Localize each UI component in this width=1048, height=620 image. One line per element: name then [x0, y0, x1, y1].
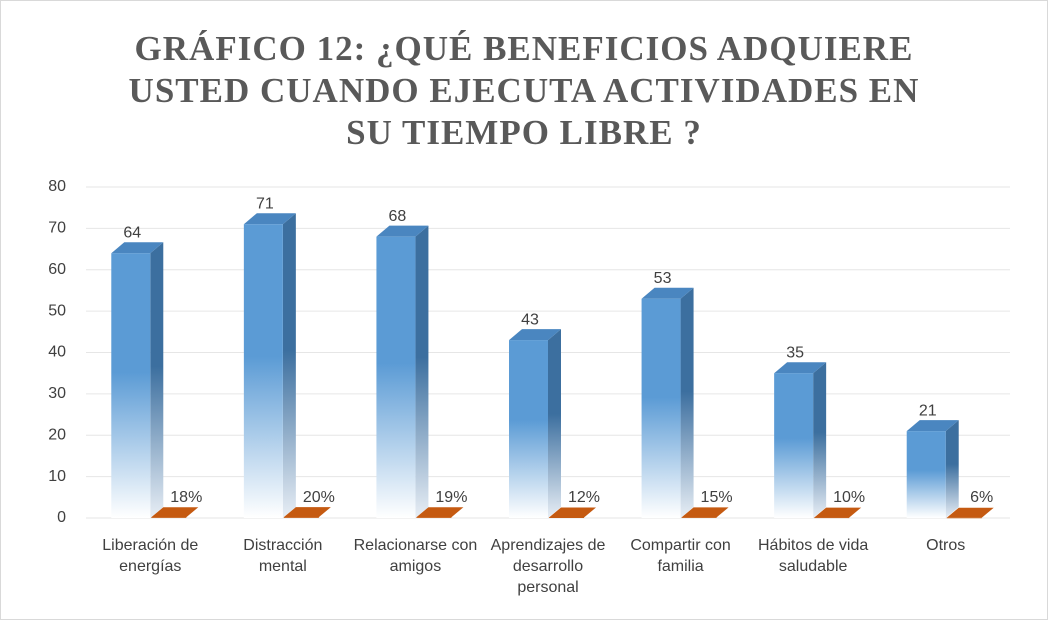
bar	[946, 517, 982, 519]
bar-top	[151, 507, 199, 518]
bar-top	[774, 362, 827, 374]
bar-top	[416, 507, 464, 518]
data-label: 12%	[568, 489, 600, 506]
bar-top	[283, 507, 331, 518]
bar-side	[813, 362, 827, 518]
data-label: 71	[256, 195, 274, 212]
y-tick-label: 0	[57, 509, 66, 526]
bar-top	[906, 420, 959, 432]
chart-title: GRÁFICO 12: ¿QUÉ BENEFICIOS ADQUIERE UST…	[128, 29, 920, 152]
data-label: 43	[521, 311, 539, 328]
bar	[549, 517, 584, 519]
y-tick-label: 30	[48, 385, 66, 402]
x-tick-label: Compartir con familia	[630, 537, 731, 575]
data-label: 68	[389, 208, 407, 225]
bar-top	[641, 287, 694, 299]
y-tick-label: 70	[48, 220, 66, 237]
bar	[111, 253, 151, 518]
bar-side	[415, 225, 429, 518]
data-label: 35	[786, 344, 804, 361]
bar-side	[150, 242, 164, 518]
y-tick-label: 10	[48, 468, 66, 485]
y-tick-label: 20	[48, 426, 66, 443]
x-tick-label: Otros	[926, 537, 966, 554]
y-tick-label: 40	[48, 344, 66, 361]
bar-side	[548, 329, 561, 518]
bar	[151, 517, 187, 518]
bar	[906, 431, 946, 518]
data-label: 19%	[435, 489, 467, 506]
data-label: 15%	[701, 489, 733, 506]
data-label: 20%	[303, 489, 335, 506]
y-tick-label: 50	[48, 302, 66, 319]
bar	[243, 224, 283, 519]
bar	[416, 517, 452, 518]
data-label: 10%	[833, 489, 865, 506]
x-tick-label: Liberación de energías	[102, 537, 199, 575]
bar-top	[814, 507, 862, 518]
bar	[774, 373, 814, 518]
bar-side	[680, 287, 694, 518]
data-label: 53	[654, 270, 672, 287]
bar-top	[111, 242, 164, 254]
bar-top	[946, 507, 994, 518]
data-label: 18%	[170, 489, 202, 506]
x-tick-label: Aprendizajes de desarrollo personal	[490, 537, 606, 596]
bar-top	[549, 507, 596, 518]
bar-top	[243, 213, 296, 225]
bar-side	[282, 213, 296, 519]
data-label: 6%	[970, 489, 993, 506]
bar	[641, 298, 681, 518]
x-tick-label: Distracción mental	[243, 537, 323, 575]
data-label: 21	[919, 402, 937, 419]
bar	[509, 340, 548, 518]
bar-top	[681, 507, 729, 518]
bar	[283, 517, 319, 518]
y-tick-label: 80	[48, 178, 66, 195]
bar	[814, 517, 850, 519]
bar	[376, 236, 416, 518]
bar-top	[509, 329, 561, 341]
data-label: 64	[123, 224, 141, 241]
bar-side	[945, 420, 959, 518]
bar-top	[376, 225, 429, 237]
x-tick-label: Relacionarse con amigos	[353, 537, 478, 575]
x-tick-label: Hábitos de vida saludable	[757, 537, 869, 575]
y-tick-label: 60	[48, 261, 66, 278]
bar	[681, 517, 717, 518]
